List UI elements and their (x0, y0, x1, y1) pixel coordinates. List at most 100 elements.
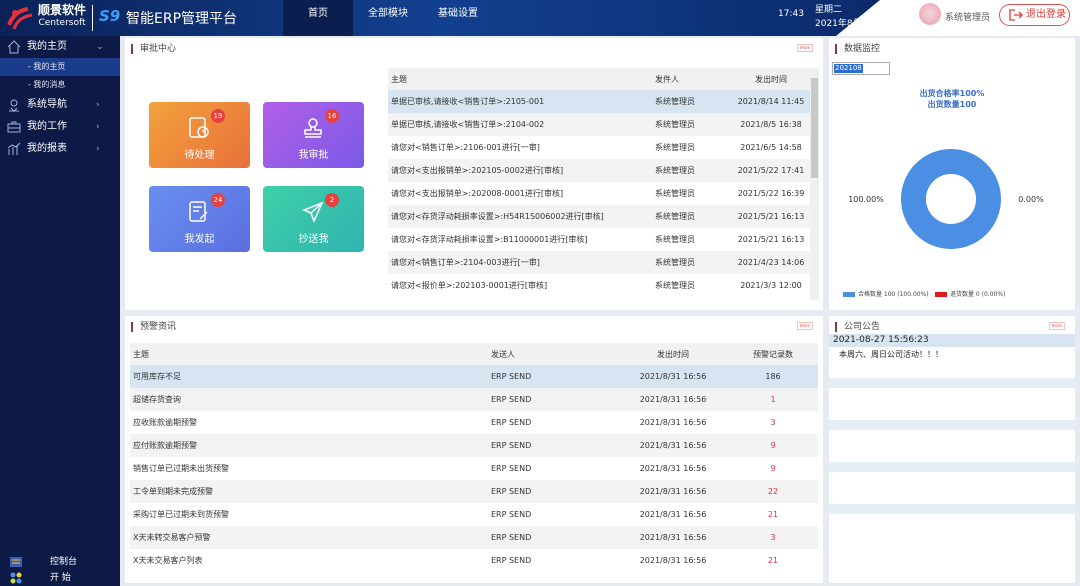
more-button[interactable]: more (1048, 322, 1065, 330)
table-row[interactable]: 单据已审核,请接收<销售订单>:2105-001 系统管理员 2021/8/14 1… (388, 90, 810, 113)
table-cell: 2021/8/31 16:56 (618, 365, 728, 388)
table-cell: 工令单到期未完成预警 (130, 480, 488, 503)
sidebar: 我的主页 ⌄ - 我的主页 - 我的消息 系统导航 › 我的工作 › 我的报表 › 控制… (0, 36, 120, 586)
nav-basic-settings[interactable]: 基础设置 (438, 8, 478, 19)
tile-pending[interactable]: 19 待处理 (149, 102, 250, 168)
table-cell: 2021/8/31 16:56 (639, 464, 707, 473)
nav-all-modules[interactable]: 全部模块 (368, 8, 408, 19)
panel-title: 数据监控 (835, 44, 880, 54)
product-logo: S9 (99, 7, 121, 25)
table-cell: 2021/8/31 16:56 (618, 480, 728, 503)
table-cell: 应付账款逾期预警 (130, 434, 488, 457)
table-row[interactable]: 请您对<销售订单>:2106-001进行[一审] 系统管理员 2021/6/5 14… (388, 136, 810, 159)
edit-document-icon (189, 201, 208, 222)
date-display: 星期二 2021年8月31日 (815, 5, 883, 29)
table-row[interactable]: 应收账款逾期预警 ERP SEND 2021/8/31 16:56 3 (130, 411, 818, 434)
table-row[interactable]: 请您对<支出报销单>:202105-0002进行[审核] 系统管理员 2021/5/… (388, 159, 810, 182)
app-title: 智能ERP管理平台 (126, 11, 238, 27)
table-cell: 单据已审核,请接收<销售订单>:2104-002 (388, 113, 652, 136)
table-row[interactable]: 请您对<存货浮动耗损率设置>:H54R1S006002进行[审核] 系统管理员 20… (388, 205, 810, 228)
table-row[interactable]: 单据已审核,请接收<销售订单>:2104-002 系统管理员 2021/8/5 16… (388, 113, 810, 136)
table-cell: 请您对<销售订单>:2104-003进行[一审] (388, 251, 652, 274)
avatar[interactable] (919, 3, 941, 25)
tile-cc-me[interactable]: 2 抄送我 (263, 186, 364, 252)
console-button[interactable]: 控制台 (0, 554, 120, 570)
warning-table: 主题 发送人 发出时间 预警记录数 可用库存不足 ERP SEND 2021/8/31 1… (130, 343, 818, 572)
table-cell: 2021/8/31 16:56 (618, 526, 728, 549)
table-cell: 请您对<存货浮动耗损率设置>:B11000001进行[审核] (391, 235, 588, 244)
scrollbar[interactable] (810, 68, 819, 300)
table-row[interactable]: 请您对<销售订单>:2104-003进行[一审] 系统管理员 2021/4/23 1… (388, 251, 810, 274)
table-row[interactable]: 采购订单已过期未到货预警 ERP SEND 2021/8/31 16:56 21 (130, 503, 818, 526)
notice-panel: 公司公告 more (829, 316, 1075, 583)
table-cell: 系统管理员 (652, 205, 732, 228)
badge-count: 19 (211, 109, 225, 123)
table-cell: 2021/8/31 16:56 (639, 418, 707, 427)
monitor-summary: 出货合格率100% 出货数量100 (919, 89, 985, 109)
pending-clock-icon (189, 117, 209, 138)
table-cell: 186 (728, 365, 818, 388)
legend-item[interactable]: 合格数量 100 (100.00%) (843, 289, 929, 298)
table-cell: 可用库存不足 (130, 365, 488, 388)
table-cell: 21 (767, 510, 779, 519)
panel-title: 预警资讯 (131, 322, 176, 332)
table-row[interactable]: 可用库存不足 ERP SEND 2021/8/31 16:56 186 (130, 365, 818, 388)
notice-item[interactable]: 本周六、周日公司活动！！！ (839, 350, 943, 359)
more-button[interactable]: more (796, 322, 813, 330)
sidebar-subitem-my-home[interactable]: - 我的主页 (0, 58, 120, 76)
table-cell: ERP SEND (491, 464, 532, 473)
notice-date: 2021-08-27 15:56:23 (829, 334, 1075, 347)
sidebar-item-my-home[interactable]: 我的主页 ⌄ (0, 36, 120, 58)
table-cell: 销售订单已过期未出货预警 (133, 464, 229, 473)
table-row[interactable]: X天未交易客户列表 ERP SEND 2021/8/31 16:56 21 (130, 549, 818, 572)
table-cell: 2021/8/31 16:56 (618, 434, 728, 457)
table-row[interactable]: 应付账款逾期预警 ERP SEND 2021/8/31 16:56 9 (130, 434, 818, 457)
table-cell: 系统管理员 (652, 113, 732, 136)
nav-home[interactable]: 首页 (283, 0, 353, 36)
sidebar-subitem-my-messages[interactable]: - 我的消息 (28, 80, 66, 89)
table-cell: 2021/8/31 16:56 (639, 510, 707, 519)
top-header: 顺景软件 Centersoft S9 智能ERP管理平台 首页 全部模块 基础设置… (0, 0, 1080, 36)
badge-count: 16 (325, 109, 339, 123)
table-row[interactable]: 请您对<支出报销单>:202008-0001进行[审核] 系统管理员 2021/5/… (388, 182, 810, 205)
sidebar-item-my-reports[interactable]: 我的报表 › (0, 138, 120, 160)
table-row[interactable]: 请您对<存货浮动耗损率设置>:B11000001进行[审核] 系统管理员 2021/… (388, 228, 810, 251)
sidebar-item-system-nav[interactable]: 系统导航 › (0, 94, 120, 116)
table-cell: 应收账款逾期预警 (133, 418, 197, 427)
table-cell: ERP SEND (491, 556, 532, 565)
table-cell: 9 (770, 464, 776, 473)
user-name[interactable]: 系统管理员 (945, 13, 991, 23)
slice-label: 100.00% (848, 195, 884, 204)
start-button[interactable]: 开 始 (0, 570, 120, 586)
panel-title: 公司公告 (835, 322, 880, 332)
tile-initiated[interactable]: 24 我发起 (149, 186, 250, 252)
logout-button[interactable]: 退出登录 (999, 4, 1070, 26)
table-row[interactable]: 销售订单已过期未出货预警 ERP SEND 2021/8/31 16:56 9 (130, 457, 818, 480)
table-cell: ERP SEND (488, 480, 618, 503)
chevron-right-icon: › (96, 122, 100, 132)
more-button[interactable]: more (796, 44, 813, 52)
table-cell: 2021/4/23 14:06 (732, 251, 810, 274)
table-cell: X天未交易客户列表 (133, 556, 203, 565)
table-cell: 2021/5/21 16:13 (737, 235, 805, 244)
table-row[interactable]: 超储存货查询 ERP SEND 2021/8/31 16:56 1 (130, 388, 818, 411)
table-cell: 22 (728, 480, 818, 503)
table-row[interactable]: X天未转交易客户预警 ERP SEND 2021/8/31 16:56 3 (130, 526, 818, 549)
table-row[interactable]: 工令单到期未完成预警 ERP SEND 2021/8/31 16:56 22 (130, 480, 818, 503)
table-cell: ERP SEND (488, 388, 618, 411)
badge-count: 24 (211, 193, 225, 207)
donut-slice-0[interactable] (901, 149, 1001, 249)
table-cell: ERP SEND (491, 418, 532, 427)
table-cell: 2021/5/22 16:39 (737, 189, 805, 198)
table-cell: 系统管理员 (655, 189, 695, 198)
table-cell: 2021/6/5 14:58 (740, 143, 802, 152)
logout-icon (1009, 9, 1023, 21)
tile-my-approval[interactable]: 16 我审批 (263, 102, 364, 168)
sidebar-item-my-work[interactable]: 我的工作 › (0, 116, 120, 138)
navigation-icon (9, 99, 19, 112)
briefcase-icon (7, 121, 21, 133)
table-row[interactable]: 请您对<报价单>:202103-0001进行[审核] 系统管理员 2021/3/3 … (388, 274, 810, 297)
legend-item[interactable]: 退货数量 0 (0.00%) (935, 289, 1005, 298)
console-icon (10, 557, 22, 567)
table-cell: 2021/8/5 16:38 (732, 113, 810, 136)
